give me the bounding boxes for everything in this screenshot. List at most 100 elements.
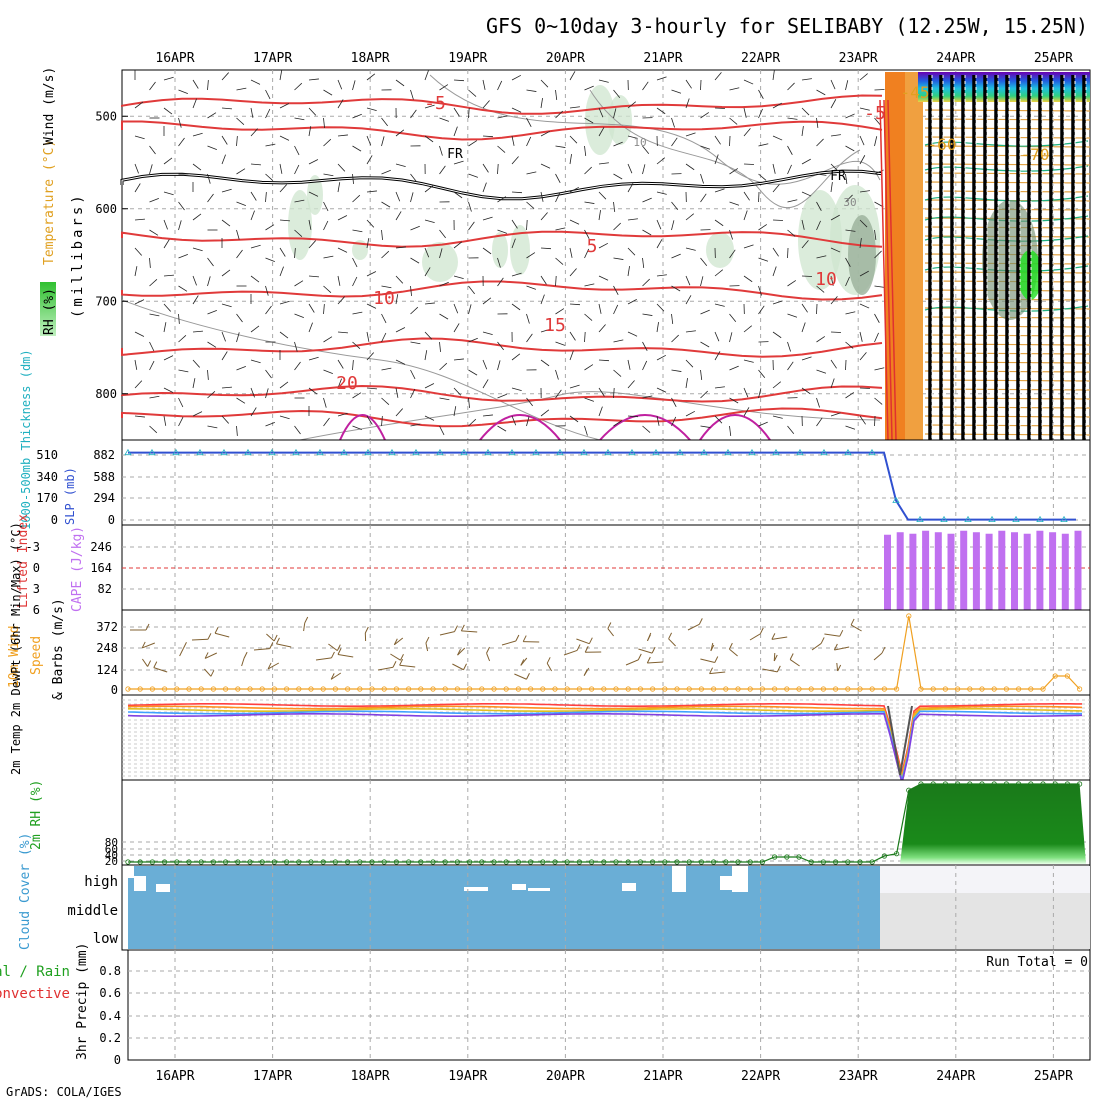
rh2m-marker	[149, 859, 155, 865]
wind-barb	[830, 412, 841, 417]
wind-barb	[569, 186, 580, 193]
wind-barb	[294, 199, 305, 203]
freezing-level-inner	[121, 170, 883, 200]
wind-barb	[279, 381, 289, 389]
wind-barb	[294, 341, 298, 352]
upper-air-panel: -5 -5 FR FR 5 10 10 15 20 -45 -60 -70 10 30 500 600 700…	[95, 69, 1091, 441]
wind10m-barb-flag	[773, 654, 778, 662]
rh2m-marker	[540, 859, 546, 865]
wind-barb	[613, 222, 621, 231]
wind-marker	[759, 686, 766, 692]
wind10m-barb	[439, 631, 455, 636]
thickness-marker	[652, 448, 660, 456]
wind-barb	[439, 145, 443, 156]
wind-marker	[1040, 686, 1046, 692]
date-label-top: 25APR	[1034, 51, 1073, 66]
wind-barb	[323, 201, 329, 212]
wind-barb	[700, 309, 710, 315]
wind10m-barb-flag	[204, 652, 209, 659]
wind-barb	[410, 257, 420, 264]
wind-barb	[743, 387, 749, 398]
wind-barb	[816, 173, 827, 176]
cape-bar	[1011, 532, 1018, 610]
wind-barb	[439, 84, 449, 91]
wind-barb	[337, 163, 346, 172]
wind-barb	[555, 89, 558, 100]
wind-barb	[874, 415, 876, 427]
rh2m-marker	[418, 859, 424, 865]
wind-barb	[598, 275, 609, 281]
wind-barb	[816, 303, 818, 315]
wind-barb	[758, 191, 760, 203]
wind-barb	[584, 248, 590, 259]
wind-barb	[787, 229, 796, 237]
wind-barb	[758, 257, 769, 262]
wind-barb	[671, 253, 681, 259]
rh2m-marker	[369, 859, 375, 865]
rh2m-marker	[1015, 781, 1022, 787]
temp2m-label: 2m Temp 2m DewPt (6hr Min/Max) (°C)	[9, 522, 23, 775]
wind-barb	[801, 219, 805, 230]
wind-barb	[337, 331, 348, 334]
wind-marker	[674, 686, 680, 692]
thickness-marker	[436, 448, 444, 456]
wind-barb	[424, 135, 434, 143]
wind-marker	[223, 686, 229, 692]
wind-barb	[584, 166, 592, 175]
wind-barb	[642, 278, 650, 287]
wind-barb	[584, 229, 590, 240]
wind-barb	[468, 107, 470, 119]
wind-barb	[395, 163, 406, 167]
cloud-level-high: high	[84, 874, 118, 890]
wind-barb	[511, 74, 522, 81]
wind10m-barb	[771, 636, 788, 640]
wind-barb	[627, 331, 638, 337]
wind-marker	[576, 686, 583, 692]
wind-barb	[366, 155, 373, 165]
wind-barb	[134, 163, 139, 174]
wind-barb	[685, 98, 690, 109]
wind-barb	[236, 229, 240, 240]
rh2m-marker	[308, 859, 314, 865]
wind-barb	[656, 219, 662, 230]
wind-barb	[569, 106, 580, 109]
wind-barb	[265, 192, 267, 203]
thickness-marker	[556, 448, 564, 456]
wind-barb	[265, 257, 275, 262]
cape-bar	[960, 530, 968, 610]
wind-barb	[366, 415, 373, 425]
wind-barb	[743, 325, 753, 333]
wind-tick: 248	[96, 641, 118, 655]
wind-barb	[424, 185, 434, 193]
wind-barb	[381, 117, 388, 127]
date-label-bottom: 25APR	[1034, 1069, 1073, 1084]
wind-barb	[801, 78, 812, 81]
wind-barb	[584, 331, 586, 343]
wind-barb	[729, 425, 732, 436]
wind-barb	[743, 79, 754, 85]
temp2m-line	[127, 710, 1083, 781]
wind-barb	[265, 388, 269, 399]
isotherm-25-arc	[479, 414, 561, 441]
wind-barb	[729, 332, 733, 343]
wind-barb	[192, 275, 197, 286]
cape-bar	[985, 533, 993, 610]
wind-barb	[163, 274, 174, 277]
thickness-marker	[460, 448, 468, 456]
wind10m-barb-flag	[515, 634, 520, 642]
rh2m-marker	[332, 859, 338, 865]
wind-barb	[801, 275, 813, 277]
wind10m-barb	[873, 652, 883, 661]
wind10m-barb	[214, 632, 230, 638]
rh2m-marker	[820, 859, 827, 865]
wind-barb	[395, 275, 404, 284]
wind-barb	[439, 425, 445, 436]
wind10m-barb	[729, 648, 738, 657]
wind-barb	[163, 157, 173, 165]
wind-barb	[613, 201, 616, 212]
wind-barb	[221, 386, 232, 389]
rh2m-marker	[662, 859, 668, 865]
wind-barb	[540, 79, 549, 88]
wind-barb	[323, 173, 334, 177]
wind-barb	[149, 229, 159, 236]
